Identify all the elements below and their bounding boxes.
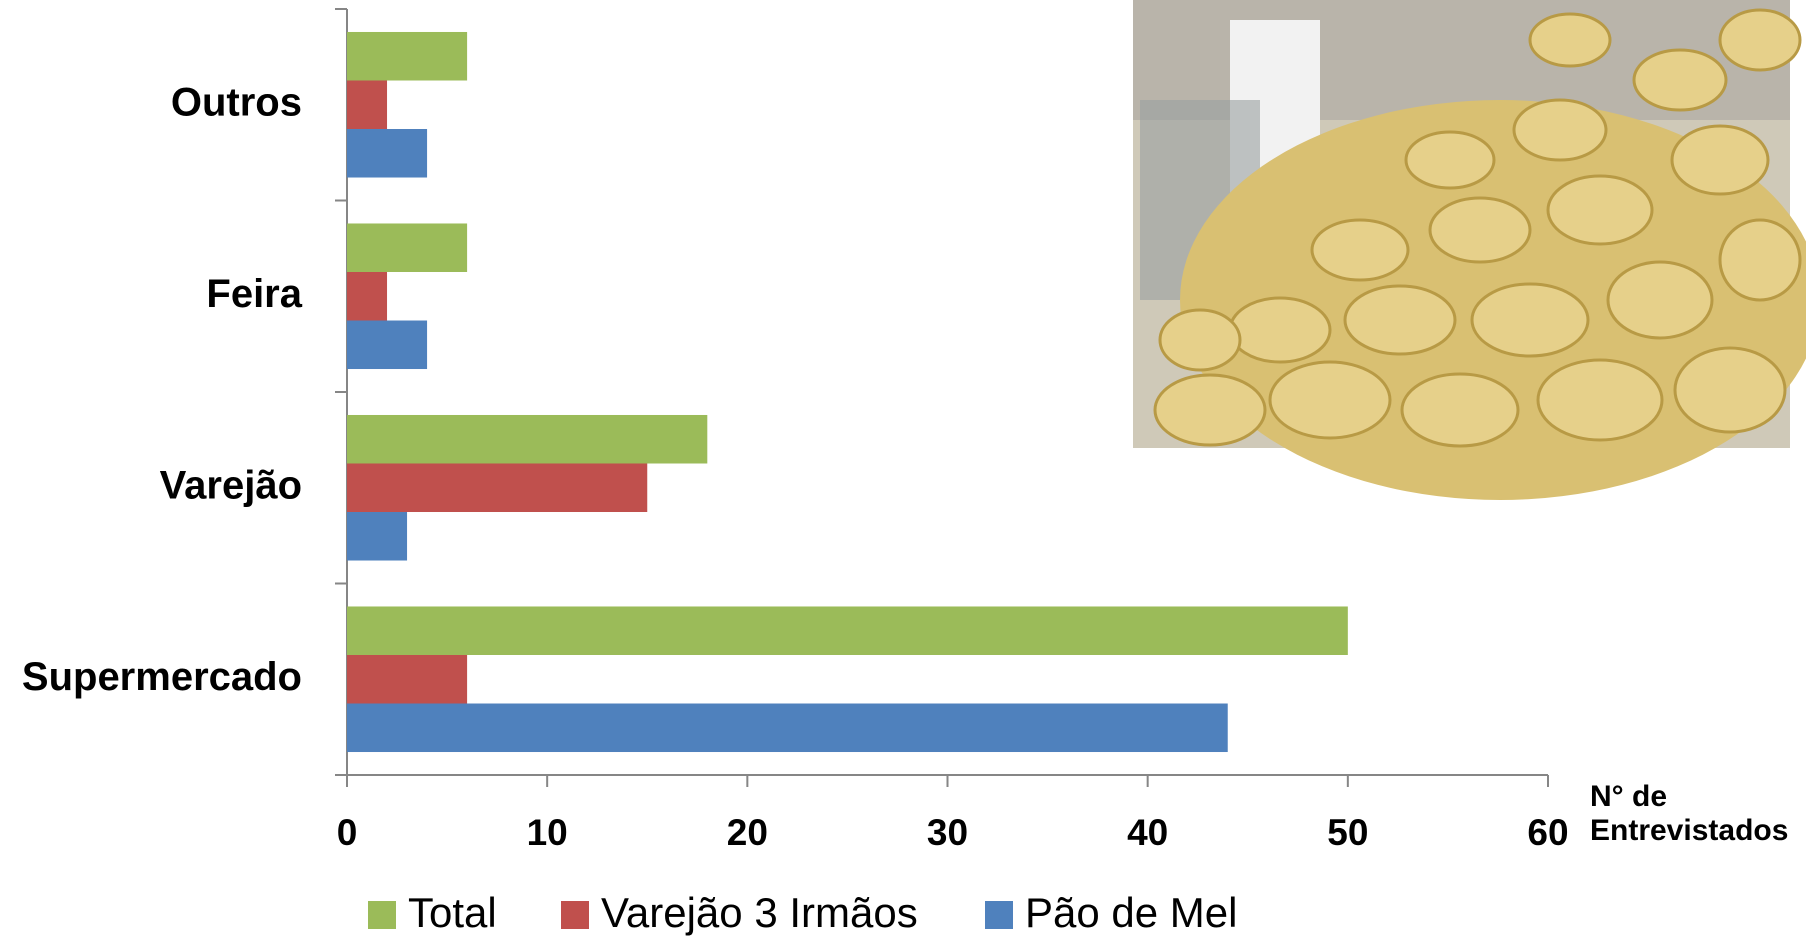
bar bbox=[347, 320, 428, 370]
x-tick-label: 0 bbox=[337, 812, 358, 853]
x-axis-label: N° de Entrevistados bbox=[1590, 780, 1789, 847]
y-tick-label: Supermercado bbox=[22, 655, 302, 699]
bar bbox=[347, 129, 428, 178]
legend-label: Total bbox=[408, 889, 497, 936]
bar bbox=[347, 271, 388, 321]
bar bbox=[347, 512, 408, 561]
legend-swatch bbox=[985, 901, 1013, 929]
legend-label: Varejão 3 Irmãos bbox=[601, 889, 918, 936]
x-tick-label: 10 bbox=[527, 812, 568, 853]
bar bbox=[347, 703, 1228, 753]
bar bbox=[347, 463, 648, 513]
bar bbox=[347, 80, 388, 130]
bar bbox=[347, 414, 708, 464]
x-tick-label: 30 bbox=[927, 812, 968, 853]
y-tick-label: Varejão bbox=[160, 463, 302, 507]
bar bbox=[347, 31, 468, 81]
x-tick-label: 60 bbox=[1527, 812, 1568, 853]
y-tick-label: Outros bbox=[171, 80, 302, 124]
bar bbox=[347, 654, 468, 704]
bar bbox=[347, 223, 468, 272]
legend-swatch bbox=[561, 901, 589, 929]
bar bbox=[347, 606, 1348, 655]
y-tick-label: Feira bbox=[206, 272, 302, 316]
x-tick-label: 20 bbox=[727, 812, 768, 853]
x-tick-label: 50 bbox=[1327, 812, 1368, 853]
legend-swatch bbox=[368, 901, 396, 929]
photo bbox=[1133, 0, 1806, 500]
legend-label: Pão de Mel bbox=[1025, 889, 1237, 936]
x-tick-label: 40 bbox=[1127, 812, 1168, 853]
